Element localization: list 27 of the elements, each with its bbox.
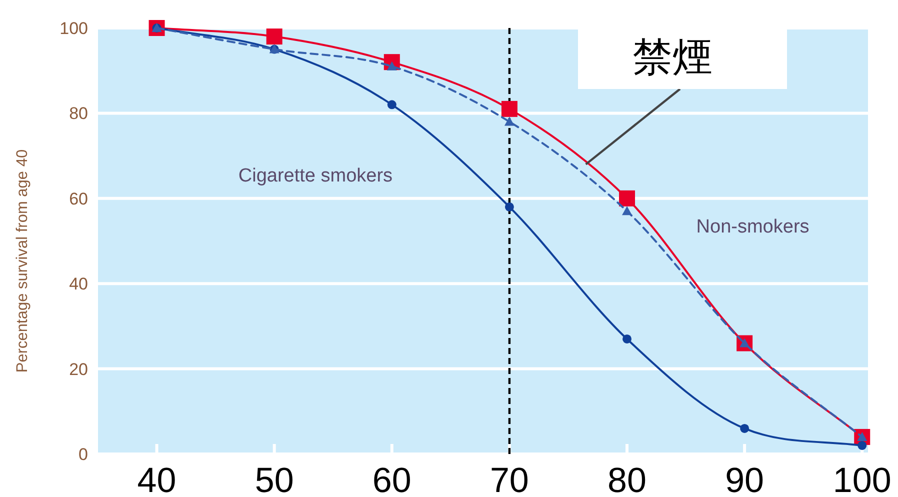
point (858, 440, 867, 450)
x-tick-label: 80 (608, 461, 646, 497)
point (504, 202, 514, 212)
point (622, 206, 632, 216)
x-tick-label: 100 (832, 461, 892, 497)
point (740, 424, 750, 433)
y-axis-title: Percentage survival from age 40 (14, 149, 31, 373)
x-tick-label: 40 (137, 461, 176, 497)
x-tick-label: 60 (372, 461, 412, 497)
point (504, 116, 514, 126)
y-tick-label: 60 (69, 189, 88, 208)
point (619, 190, 636, 206)
x-tick-label: 90 (725, 461, 764, 497)
x-tick-label: 50 (254, 461, 294, 497)
y-tick-label: 40 (69, 274, 88, 294)
point (387, 100, 396, 110)
x-tick-label: 70 (490, 461, 529, 497)
annotation: 禁煙 (632, 35, 712, 81)
point (622, 334, 632, 344)
text: Cigarette smokers (238, 165, 393, 186)
y-tick-label: 100 (60, 19, 88, 38)
y-tick-label: 0 (78, 445, 88, 464)
point (266, 28, 282, 45)
series-label: Non-smokers (696, 216, 810, 238)
y-tick-label: 80 (69, 104, 88, 124)
point (501, 100, 518, 117)
y-tick-label: 20 (69, 360, 88, 379)
